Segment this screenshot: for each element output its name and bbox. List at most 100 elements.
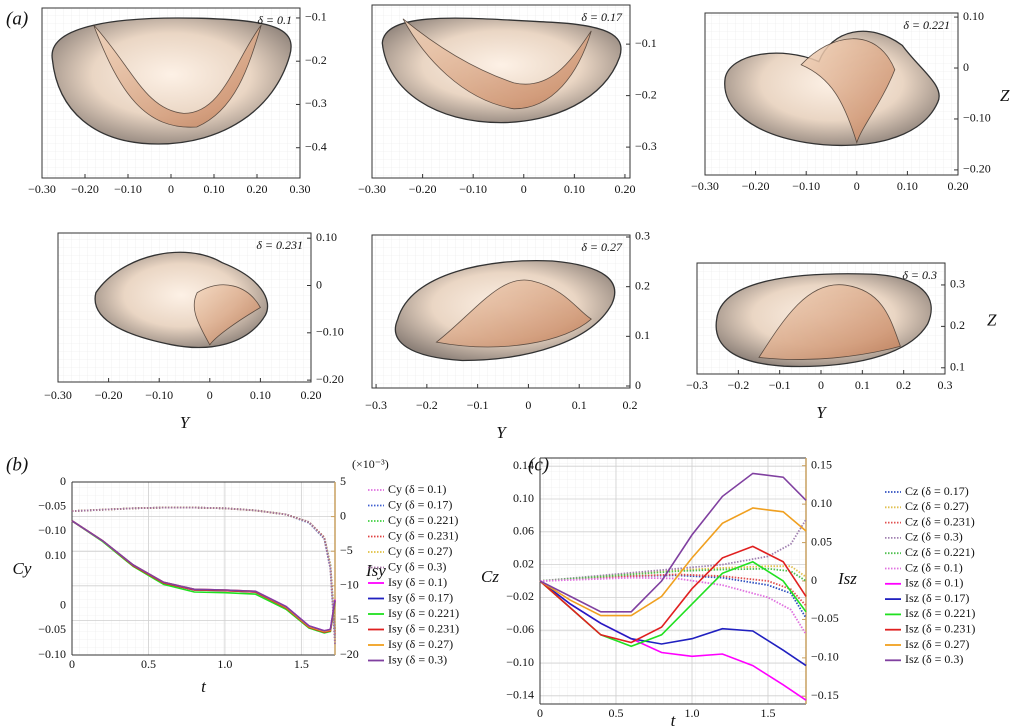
z-tick-label: 0	[635, 378, 641, 392]
y2-tick-label: 0.10	[811, 496, 832, 510]
x-tick-label: −0.2	[727, 378, 749, 392]
subplot: δ = 0.3 −0.3 −0.2 −0.1 0 0.1 0.2 0.3 0.3 0.2 0.1 Y Z	[686, 262, 997, 422]
chart: 0 0.5 1.0 1.5 0 −0.05 −0.10 0.10 0 −0.05 −0.10 5 0 −5…	[6, 454, 459, 696]
y-tick-label: 0.06	[513, 524, 534, 538]
x-tick-label: −0.20	[742, 179, 770, 193]
y-tick-label: −0.02	[506, 589, 534, 603]
x-tick-label: 0.1	[572, 398, 587, 412]
legend-label: Cy (δ = 0.221)	[388, 513, 458, 527]
annotation: δ = 0.231	[256, 238, 303, 252]
y-tick-label: 0.10	[513, 491, 534, 505]
x-axis-label: Y	[816, 403, 827, 422]
surface-fold	[758, 284, 901, 360]
y-tick-label: 0.02	[513, 556, 534, 570]
x-tick-label: −0.1	[769, 378, 791, 392]
y-tick-label: −0.10	[38, 523, 66, 537]
y2-tick-label: 0	[811, 573, 817, 587]
y2-axis-label: Isz	[837, 569, 857, 588]
z-tick-label: 0.10	[316, 230, 337, 244]
x-tick-label: −0.20	[71, 182, 99, 196]
legend-label: Cz (δ = 0.1)	[905, 560, 963, 574]
x-tick-label: 1.5	[294, 657, 309, 671]
x-tick-label: 0.5	[609, 706, 624, 720]
z-tick-label: −0.1	[305, 10, 327, 24]
legend-label: Isz (δ = 0.221)	[905, 606, 975, 620]
x-tick-label: 1.0	[685, 706, 700, 720]
legend-label: Cz (δ = 0.27)	[905, 499, 969, 513]
y2-tick-label: −15	[340, 612, 359, 626]
x-tick-label: 0	[537, 706, 543, 720]
x-tick-label: 0.5	[141, 657, 156, 671]
series-line	[539, 545, 807, 644]
x-tick-label: 0	[521, 182, 527, 196]
series-line	[539, 567, 807, 582]
y-tick-label: −0.06	[506, 622, 534, 636]
x-tick-label: −0.10	[145, 388, 173, 402]
subplot: δ = 0.27 −0.3 −0.2 −0.1 0 0.1 0.2 0.3 0.2 0.1 0 Y	[365, 229, 650, 442]
z-tick-label: −0.2	[635, 87, 657, 101]
x-tick-label: 0	[525, 398, 531, 412]
legend-label: Isy (δ = 0.27)	[388, 637, 453, 651]
legend-label: Isz (δ = 0.1)	[905, 576, 963, 590]
z-tick-label: 0.1	[635, 328, 650, 342]
z-tick-label: −0.20	[316, 372, 344, 386]
z-tick-label: 0	[963, 60, 969, 74]
x-axis-label: t	[671, 711, 677, 728]
x-tick-label: −0.30	[28, 182, 56, 196]
annotation: δ = 0.3	[902, 268, 937, 282]
x-tick-label: 0.2	[623, 398, 638, 412]
series-line	[539, 574, 807, 619]
z-tick-label: −0.4	[305, 139, 327, 153]
y2-tick-label: −0.10	[811, 650, 839, 664]
x-axis-label: Y	[496, 423, 507, 442]
panel-label: (b)	[6, 454, 28, 475]
x-tick-label: −0.10	[114, 182, 142, 196]
legend-label: Isy (δ = 0.1)	[388, 575, 447, 589]
y-tick-label: −0.05	[38, 622, 66, 636]
series-line	[71, 506, 336, 645]
z-tick-label: −0.3	[635, 139, 657, 153]
panel-label: (c)	[528, 454, 549, 475]
x-tick-label: 0.10	[897, 179, 918, 193]
x-tick-label: −0.30	[358, 182, 386, 196]
y-tick-label: 0	[60, 474, 66, 488]
z-tick-label: −0.10	[963, 111, 991, 125]
legend-label: Cz (δ = 0.231)	[905, 514, 975, 528]
z-tick-label: 0.2	[635, 278, 650, 292]
surface-shell	[381, 17, 622, 124]
chart: 0 0.5 1.0 1.5 0.14 0.10 0.06 0.02 −0.02 −0.06 −0.1…	[481, 454, 975, 728]
z-tick-label: 0	[316, 277, 322, 291]
z-tick-label: −0.1	[635, 36, 657, 50]
z-tick-label: 0.1	[950, 360, 965, 374]
x-tick-label: 0.20	[247, 182, 268, 196]
surface-fold	[800, 38, 896, 144]
x-tick-label: 1.5	[761, 706, 776, 720]
legend-label: Cy (δ = 0.17)	[388, 497, 452, 511]
x-tick-label: −0.30	[691, 179, 719, 193]
z-tick-label: 0.3	[635, 229, 650, 243]
y2-tick-label: −0.05	[811, 611, 839, 625]
legend-label: Cy (δ = 0.1)	[388, 482, 446, 496]
subplot: δ = 0.231 −0.30 −0.20 −0.10 0 0.10 0.20 0.10 0 −0…	[44, 230, 344, 432]
legend-label: Isz (δ = 0.231)	[905, 621, 975, 635]
y-tick-label: −0.05	[38, 498, 66, 512]
y2-tick-label: 0.15	[811, 457, 832, 471]
x-tick-label: 0.20	[301, 388, 322, 402]
annotation: δ = 0.221	[903, 18, 950, 32]
plot-background	[72, 482, 335, 655]
y-tick-label: −0.14	[506, 688, 534, 702]
panel-label: (a)	[6, 8, 28, 29]
x-tick-label: 0	[818, 378, 824, 392]
x-tick-label: 0.2	[896, 378, 911, 392]
series-line	[539, 519, 807, 582]
y-tick-label: 0.14	[513, 458, 534, 472]
legend-label: Isy (δ = 0.17)	[388, 590, 453, 604]
surface-fold	[435, 279, 592, 348]
surface-fold	[93, 24, 262, 128]
y2-tick-label: 0	[340, 508, 346, 522]
z-tick-label: −0.10	[316, 325, 344, 339]
series-line	[539, 565, 807, 582]
x-tick-label: −0.20	[409, 182, 437, 196]
subplot: δ = 0.1 −0.30 −0.20 −0.10 0 0.10 0.20 0.30 −0.1 −…	[28, 7, 327, 196]
